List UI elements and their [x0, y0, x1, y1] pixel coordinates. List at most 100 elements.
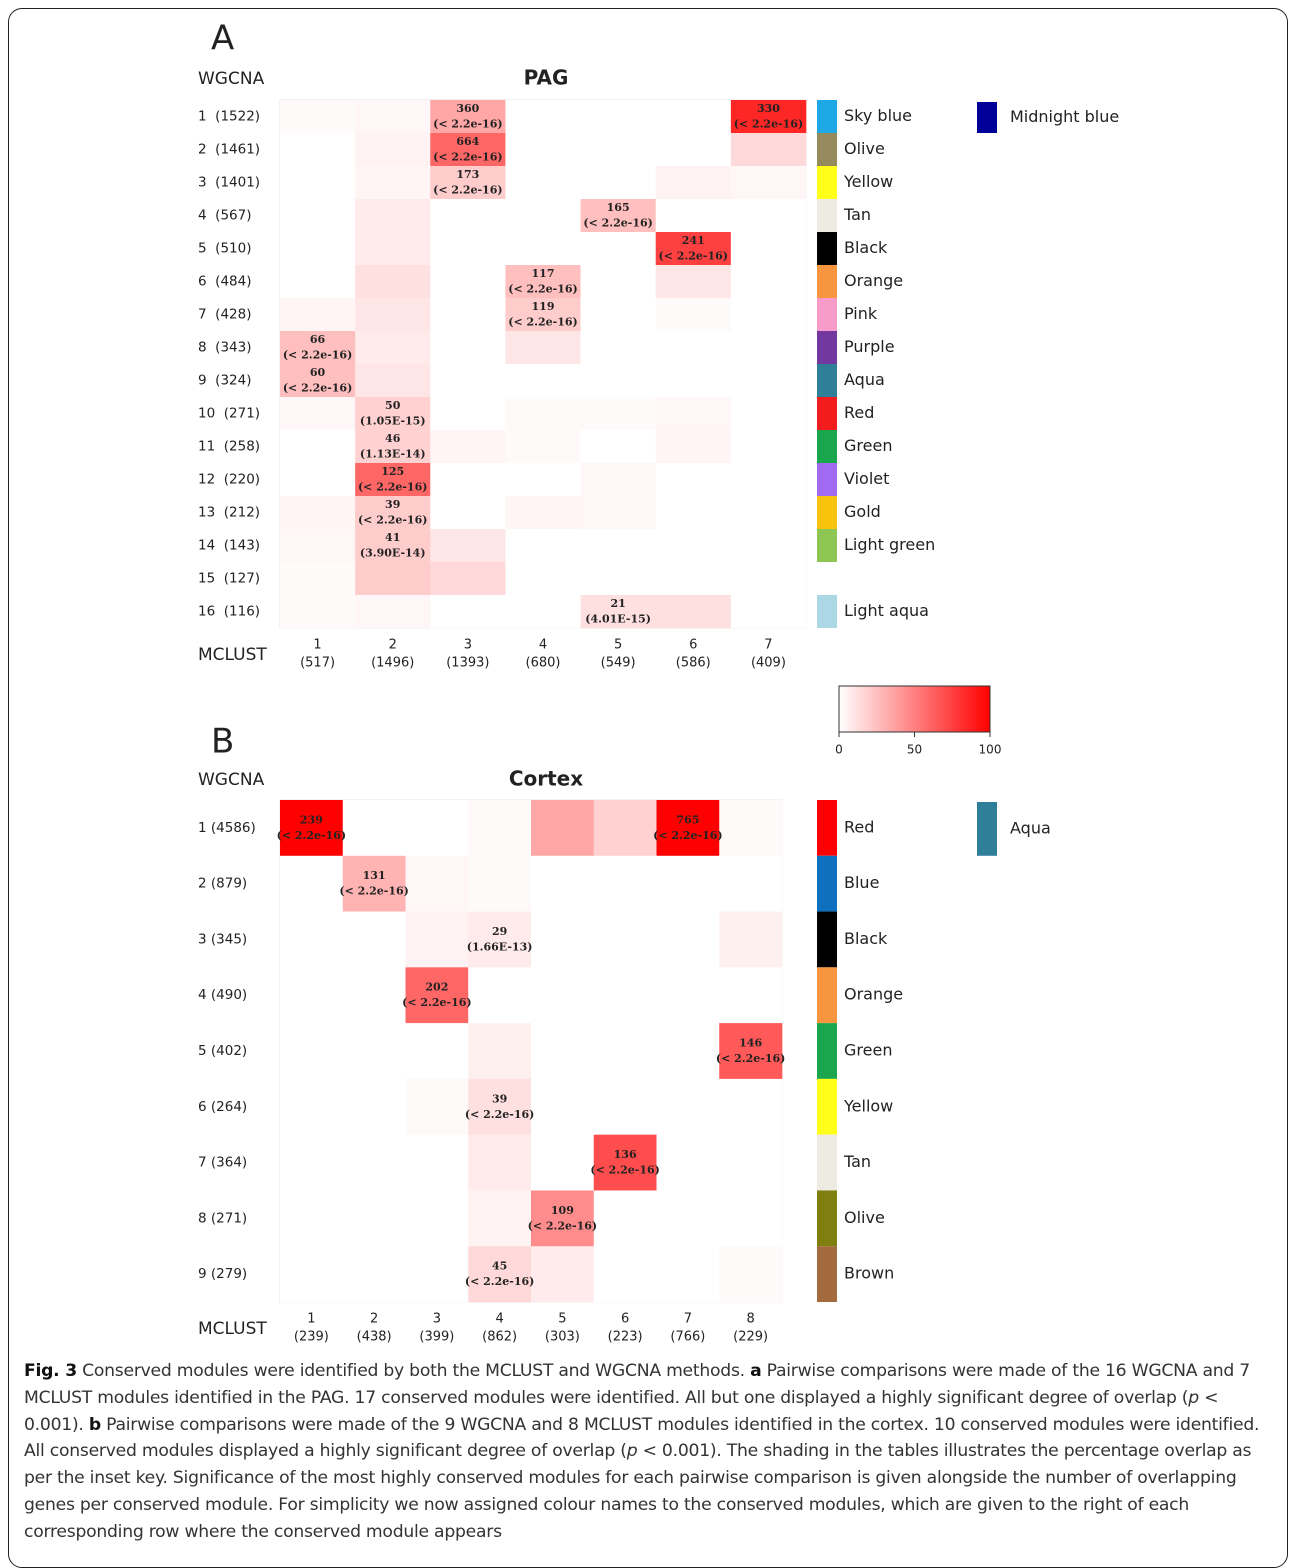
- cell-count: 664: [456, 135, 479, 148]
- cell-p-value: (< 2.2e-16): [277, 829, 346, 842]
- cell-p-value: (< 2.2e-16): [734, 118, 803, 131]
- module-name: Sky blue: [844, 106, 912, 125]
- cell-p-value: (1.66E-13): [467, 940, 533, 953]
- cell-count: 117: [532, 267, 555, 280]
- heatmap-cell: [405, 1078, 469, 1135]
- heatmap-cell: [719, 800, 783, 857]
- heatmap-cell: [405, 855, 469, 912]
- module-swatch: [817, 529, 837, 562]
- y-tick-label: 11 (258): [198, 439, 260, 455]
- y-tick-label: 7 (364): [198, 1155, 247, 1171]
- heatmap-cell: [730, 595, 807, 629]
- heatmap-cell: [355, 364, 431, 398]
- x-tick-label: 2: [389, 638, 397, 653]
- heatmap-cell: [719, 911, 783, 968]
- heatmap-cell: [719, 1078, 783, 1135]
- heatmap-cell: [280, 100, 356, 134]
- heatmap-cell: [730, 529, 807, 563]
- heatmap-cell: [730, 100, 807, 134]
- heatmap-cell: [405, 1023, 469, 1080]
- heatmap-cell: [405, 911, 469, 968]
- cell-count: 29: [492, 925, 507, 938]
- chart-title: Cortex: [509, 767, 583, 791]
- module-swatch: [817, 967, 837, 1024]
- chart-title: PAG: [524, 66, 569, 90]
- heatmap-cell: [355, 331, 431, 365]
- heatmap-cell: [531, 1023, 595, 1080]
- colorbar-tick-label: 50: [907, 743, 922, 757]
- heatmap-cell: [505, 430, 581, 464]
- heatmap-cell: [655, 562, 732, 596]
- heatmap-cell: [505, 397, 581, 431]
- heatmap-cell: [430, 298, 506, 332]
- heatmap-cell: [505, 265, 581, 299]
- x-axis-label: MCLUST: [198, 645, 267, 665]
- heatmap-cell: [505, 463, 581, 497]
- heatmap-cell: [655, 463, 732, 497]
- caption-text: Pairwise comparisons were made of the 16…: [24, 1361, 1250, 1408]
- caption-text: Fig. 3: [24, 1361, 77, 1381]
- caption-text: b: [88, 1414, 101, 1435]
- module-swatch: [817, 133, 837, 166]
- heatmap-cell: [730, 364, 807, 398]
- cell-p-value: (< 2.2e-16): [508, 283, 577, 296]
- module-name: Blue: [844, 873, 879, 892]
- x-tick-label: 3: [464, 638, 472, 653]
- cell-count: 45: [492, 1260, 507, 1273]
- heatmap-cell: [730, 298, 807, 332]
- heatmap-cell: [656, 1134, 720, 1191]
- heatmap-cell: [505, 232, 581, 266]
- heatmap-cell: [719, 1023, 783, 1080]
- cell-p-value: (< 2.2e-16): [402, 996, 471, 1009]
- heatmap-cell: [468, 1190, 532, 1247]
- x-tick-label: 2: [370, 1312, 378, 1327]
- heatmap-cell: [405, 1190, 469, 1247]
- heatmap-cell: [342, 1246, 406, 1303]
- heatmap-cell: [342, 855, 406, 912]
- heatmap-cell: [280, 199, 356, 233]
- x-tick-count: (239): [294, 1330, 329, 1345]
- heatmap-cell: [430, 265, 506, 299]
- cell-p-value: (< 2.2e-16): [358, 481, 427, 494]
- cell-count: 41: [385, 531, 400, 544]
- cell-count: 202: [425, 981, 448, 994]
- module-swatch: [817, 463, 837, 496]
- heatmap-cell: [730, 397, 807, 431]
- module-name: Aqua: [1010, 818, 1051, 837]
- x-tick-count: (862): [482, 1330, 517, 1345]
- heatmap-cell: [280, 397, 356, 431]
- x-tick-count: (766): [670, 1330, 705, 1345]
- heatmap-cell: [355, 232, 431, 266]
- heatmap-cell: [580, 364, 657, 398]
- heatmap-cell: [355, 397, 431, 431]
- heatmap-cell: [430, 166, 506, 200]
- module-swatch: [817, 298, 837, 331]
- heatmap-cell: [531, 911, 595, 968]
- cell-p-value: (< 2.2e-16): [653, 829, 722, 842]
- heatmap-cell: [580, 463, 657, 497]
- heatmap-cell: [468, 1023, 532, 1080]
- heatmap-cell: [280, 562, 356, 596]
- heatmap-cell: [342, 1134, 406, 1191]
- y-tick-label: 13 (212): [198, 505, 260, 521]
- heatmap-cell: [580, 595, 657, 629]
- x-tick-label: 5: [614, 638, 622, 653]
- module-name: Brown: [844, 1264, 894, 1283]
- cell-count: 146: [739, 1037, 762, 1050]
- heatmap-cell: [430, 199, 506, 233]
- heatmap-cell: [580, 397, 657, 431]
- heatmap-cell: [531, 1078, 595, 1135]
- heatmap-cell: [656, 800, 720, 857]
- y-tick-label: 1 (1522): [198, 109, 260, 125]
- caption-text: < 0.001).: [24, 1387, 1219, 1435]
- heatmap-cell: [355, 496, 431, 530]
- heatmap-cell: [280, 232, 356, 266]
- caption-text: p: [1188, 1387, 1199, 1408]
- caption-text: p: [626, 1441, 638, 1462]
- module-swatch: [817, 855, 837, 912]
- module-swatch: [817, 1023, 837, 1079]
- heatmap-cell: [355, 265, 431, 299]
- heatmap-cell: [656, 911, 720, 968]
- heatmap-cell: [593, 911, 657, 968]
- x-tick-label: 4: [539, 638, 547, 653]
